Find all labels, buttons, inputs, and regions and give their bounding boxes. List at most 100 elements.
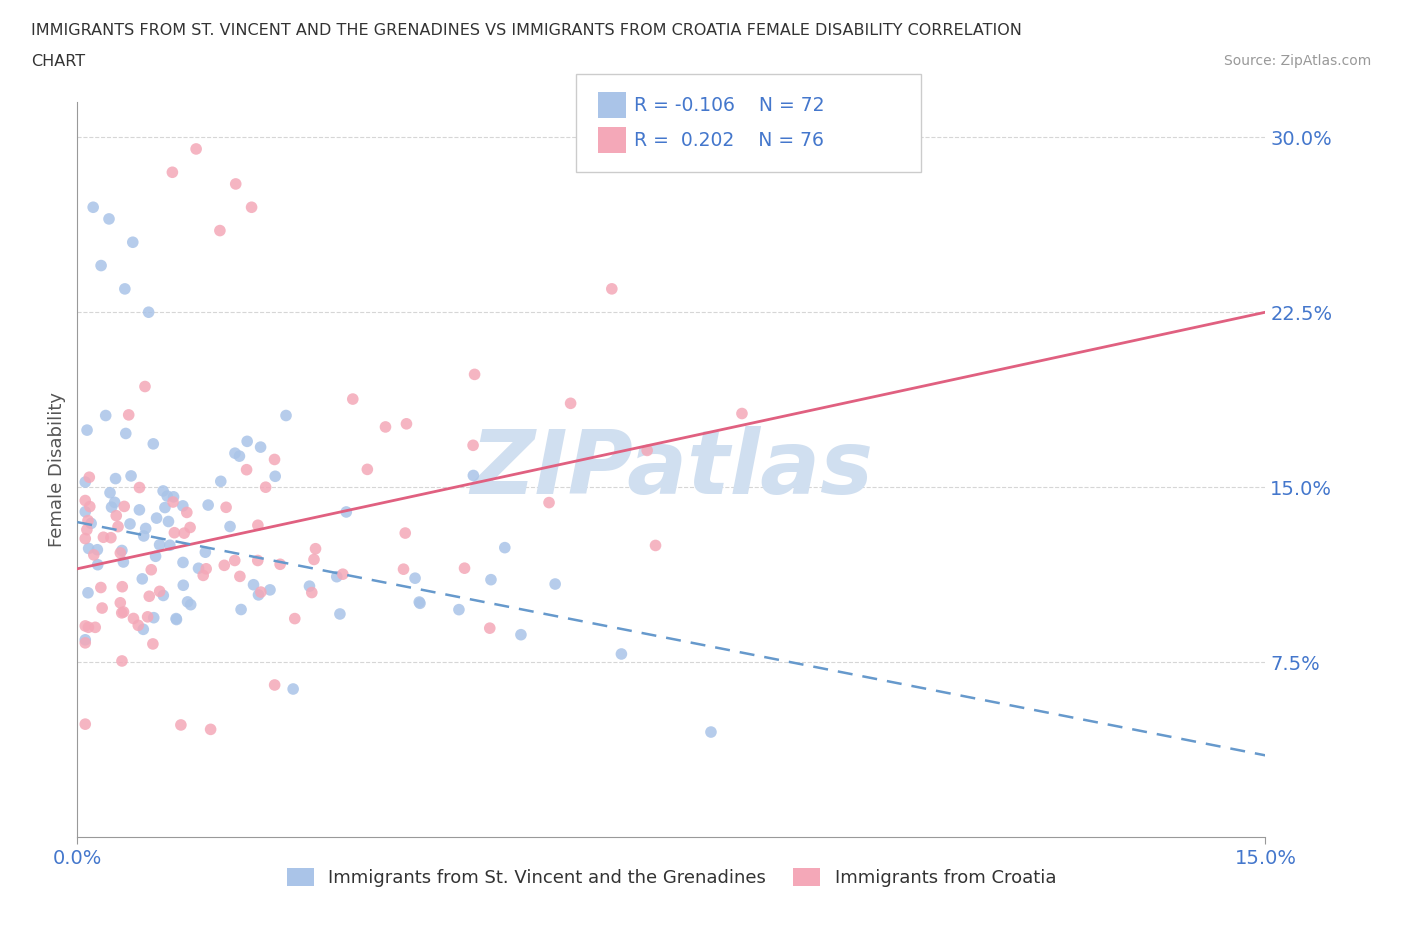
Point: [127, 618, 149, 632]
Point: [510, 627, 533, 642]
Point: [114, 426, 136, 441]
Point: [249, 440, 271, 455]
Point: [731, 406, 754, 421]
Point: [269, 557, 291, 572]
Point: [163, 525, 186, 540]
Point: [409, 596, 432, 611]
Point: [461, 438, 484, 453]
Point: [254, 480, 277, 495]
Point: [138, 305, 160, 320]
Point: [75, 618, 97, 633]
Point: [247, 588, 270, 603]
Point: [111, 605, 134, 620]
Text: IMMIGRANTS FROM ST. VINCENT AND THE GRENADINES VS IMMIGRANTS FROM CROATIA FEMALE: IMMIGRANTS FROM ST. VINCENT AND THE GREN…: [31, 23, 1022, 38]
Point: [166, 612, 188, 627]
Point: [122, 611, 145, 626]
Point: [172, 498, 194, 513]
Point: [209, 474, 232, 489]
Point: [121, 234, 143, 249]
Point: [302, 552, 325, 567]
Text: R =  0.202    N = 76: R = 0.202 N = 76: [634, 131, 824, 150]
Point: [229, 602, 252, 617]
Point: [644, 538, 666, 553]
Point: [215, 499, 238, 514]
Point: [111, 579, 134, 594]
Legend: Immigrants from St. Vincent and the Grenadines, Immigrants from Croatia: Immigrants from St. Vincent and the Gren…: [280, 860, 1063, 894]
Point: [342, 392, 364, 406]
Point: [284, 611, 307, 626]
Point: [142, 610, 165, 625]
Point: [176, 505, 198, 520]
Point: [79, 470, 101, 485]
Point: [83, 548, 105, 563]
Point: [298, 578, 321, 593]
Point: [179, 520, 201, 535]
Point: [329, 606, 352, 621]
Point: [180, 597, 202, 612]
Point: [94, 408, 117, 423]
Point: [326, 569, 349, 584]
Point: [600, 282, 623, 297]
Point: [128, 502, 150, 517]
Point: [197, 498, 219, 512]
Point: [264, 469, 287, 484]
Point: [246, 553, 269, 568]
Point: [111, 543, 134, 558]
Point: [112, 554, 135, 569]
Point: [132, 528, 155, 543]
Point: [229, 569, 252, 584]
Point: [187, 561, 209, 576]
Point: [152, 484, 174, 498]
Point: [128, 480, 150, 495]
Point: [162, 165, 184, 179]
Point: [447, 603, 470, 618]
Point: [75, 531, 97, 546]
Point: [142, 436, 165, 451]
Point: [77, 513, 100, 528]
Point: [394, 525, 416, 540]
Point: [75, 474, 97, 489]
Point: [75, 504, 97, 519]
Point: [208, 223, 231, 238]
Point: [112, 499, 135, 514]
Point: [374, 419, 396, 434]
Point: [91, 601, 114, 616]
Point: [100, 499, 122, 514]
Point: [75, 493, 97, 508]
Point: [80, 516, 103, 531]
Point: [281, 682, 304, 697]
Point: [86, 557, 108, 572]
Point: [224, 445, 246, 460]
Text: Source: ZipAtlas.com: Source: ZipAtlas.com: [1223, 54, 1371, 68]
Point: [162, 495, 184, 510]
Point: [195, 562, 218, 577]
Point: [494, 540, 516, 555]
Point: [170, 718, 193, 733]
Point: [214, 558, 236, 573]
Point: [104, 472, 127, 486]
Point: [114, 282, 136, 297]
Point: [560, 396, 582, 411]
Point: [90, 580, 112, 595]
Point: [395, 417, 418, 432]
Point: [159, 538, 181, 552]
Point: [301, 585, 323, 600]
Point: [162, 489, 184, 504]
Point: [118, 407, 141, 422]
Point: [392, 562, 415, 577]
Point: [104, 495, 127, 510]
Point: [82, 200, 104, 215]
Point: [335, 504, 357, 519]
Point: [77, 541, 100, 556]
Point: [224, 553, 246, 568]
Point: [173, 525, 195, 540]
Text: CHART: CHART: [31, 54, 84, 69]
Point: [149, 584, 172, 599]
Point: [200, 722, 222, 737]
Point: [332, 566, 354, 581]
Point: [250, 585, 273, 600]
Point: [219, 519, 242, 534]
Point: [478, 620, 501, 635]
Point: [235, 462, 257, 477]
Point: [86, 542, 108, 557]
